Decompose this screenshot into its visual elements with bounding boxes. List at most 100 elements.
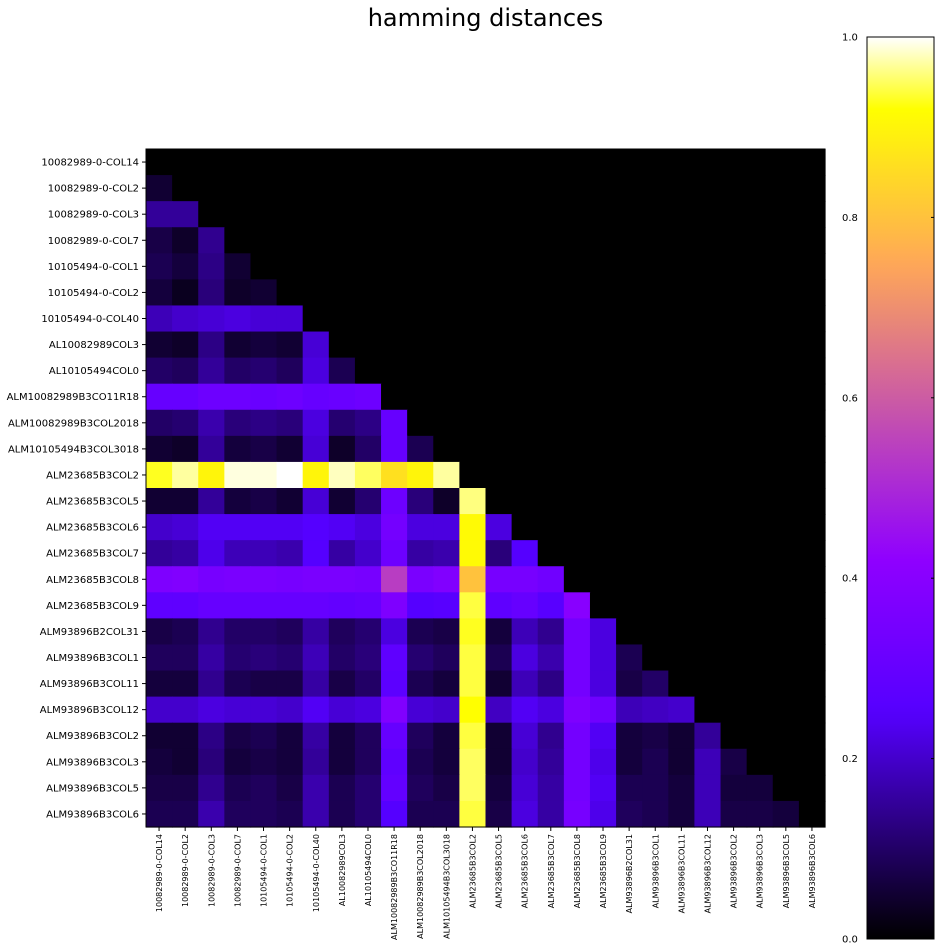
- heatmap-cell: [668, 696, 696, 724]
- heatmap-cell: [328, 357, 356, 385]
- heatmap-cell: [485, 800, 513, 828]
- heatmap-cell: [485, 592, 513, 619]
- heatmap-cell: [616, 774, 643, 802]
- heatmap-cell: [276, 514, 304, 541]
- heatmap-cell: [407, 435, 434, 463]
- heatmap-cell: [172, 540, 199, 567]
- heatmap-cell: [694, 540, 722, 567]
- heatmap-cell: [276, 566, 304, 593]
- heatmap-cell: [694, 357, 722, 385]
- heatmap-cell: [302, 566, 330, 593]
- heatmap-cell: [746, 800, 774, 828]
- heatmap-cell: [720, 175, 748, 202]
- heatmap-cell: [459, 540, 487, 567]
- colorbar-tick-label: 1.0: [842, 33, 858, 44]
- heatmap-cell: [563, 383, 591, 411]
- heatmap-cell: [772, 409, 800, 437]
- heatmap-cell: [459, 514, 487, 541]
- heatmap-cell: [328, 435, 356, 463]
- heatmap-cell: [433, 409, 460, 437]
- heatmap-cell: [276, 696, 304, 724]
- heatmap-cell: [381, 566, 408, 593]
- heatmap-cell: [354, 357, 382, 385]
- heatmap-cell: [433, 566, 460, 593]
- heatmap-cell: [302, 175, 330, 202]
- heatmap-cell: [433, 383, 460, 411]
- heatmap-cell: [563, 670, 591, 698]
- heatmap-cell: [537, 409, 565, 437]
- heatmap-cell: [485, 514, 513, 541]
- heatmap-cell: [720, 435, 748, 463]
- heatmap-cell: [407, 800, 434, 828]
- heatmap-cell: [459, 696, 487, 724]
- heatmap-cell: [485, 435, 513, 463]
- heatmap-cell: [537, 175, 565, 202]
- heatmap-cell: [198, 644, 225, 672]
- heatmap-cell: [354, 800, 382, 828]
- heatmap-cell: [563, 305, 591, 333]
- heatmap-cell: [172, 461, 199, 489]
- heatmap-cell: [276, 800, 304, 828]
- heatmap-cell: [772, 175, 800, 202]
- heatmap-cell: [146, 409, 173, 437]
- heatmap-cell: [198, 175, 225, 202]
- heatmap-cell: [381, 748, 408, 776]
- heatmap-cell: [328, 175, 356, 202]
- heatmap-cell: [798, 201, 826, 228]
- x-tick-label: 10082989-0-COL2: [181, 834, 190, 907]
- heatmap-cell: [746, 696, 774, 724]
- heatmap-cell: [328, 279, 356, 307]
- y-tick-label: 10082989-0-COL2: [48, 184, 139, 195]
- heatmap-cell: [511, 331, 539, 359]
- heatmap-cell: [589, 670, 617, 698]
- heatmap-cell: [537, 435, 565, 463]
- heatmap-cell: [276, 383, 304, 411]
- heatmap-cell: [694, 149, 722, 176]
- heatmap-cell: [172, 722, 199, 750]
- heatmap-cell: [668, 175, 696, 202]
- heatmap-cell: [772, 201, 800, 228]
- heatmap-cell: [720, 644, 748, 672]
- heatmap-cell: [381, 279, 408, 307]
- heatmap-cell: [589, 514, 617, 541]
- heatmap-cell: [328, 514, 356, 541]
- chart-title: hamming distances: [367, 4, 604, 32]
- heatmap-cell: [746, 149, 774, 176]
- heatmap-cell: [381, 461, 408, 489]
- heatmap-cell: [694, 644, 722, 672]
- heatmap-cell: [642, 279, 669, 307]
- heatmap-cell: [616, 331, 643, 359]
- heatmap-cell: [616, 566, 643, 593]
- heatmap-cell: [772, 305, 800, 333]
- heatmap-cell: [459, 149, 487, 176]
- heatmap-cell: [720, 383, 748, 411]
- heatmap-cell: [328, 748, 356, 776]
- heatmap-cell: [668, 201, 696, 228]
- heatmap-cell: [198, 461, 225, 489]
- heatmap-cell: [381, 722, 408, 750]
- heatmap-cell: [589, 461, 617, 489]
- heatmap-cell: [485, 279, 513, 307]
- heatmap-cell: [563, 592, 591, 619]
- heatmap-cell: [668, 357, 696, 385]
- heatmap-cell: [694, 514, 722, 541]
- heatmap-cell: [642, 800, 669, 828]
- heatmap-cell: [485, 774, 513, 802]
- heatmap-cell: [302, 201, 330, 228]
- heatmap-cell: [250, 331, 278, 359]
- y-tick-label: ALM93896B3COL5: [46, 783, 139, 794]
- heatmap-cell: [407, 670, 434, 698]
- heatmap-cell: [616, 305, 643, 333]
- heatmap-cell: [511, 566, 539, 593]
- heatmap-cell: [250, 305, 278, 333]
- heatmap-cell: [433, 514, 460, 541]
- heatmap-cell: [694, 670, 722, 698]
- heatmap-cell: [433, 253, 460, 280]
- heatmap-cell: [146, 800, 173, 828]
- heatmap-cell: [694, 331, 722, 359]
- heatmap-cell: [798, 383, 826, 411]
- heatmap-cell: [589, 279, 617, 307]
- heatmap-cell: [746, 774, 774, 802]
- heatmap-cell: [172, 748, 199, 776]
- heatmap-cell: [407, 149, 434, 176]
